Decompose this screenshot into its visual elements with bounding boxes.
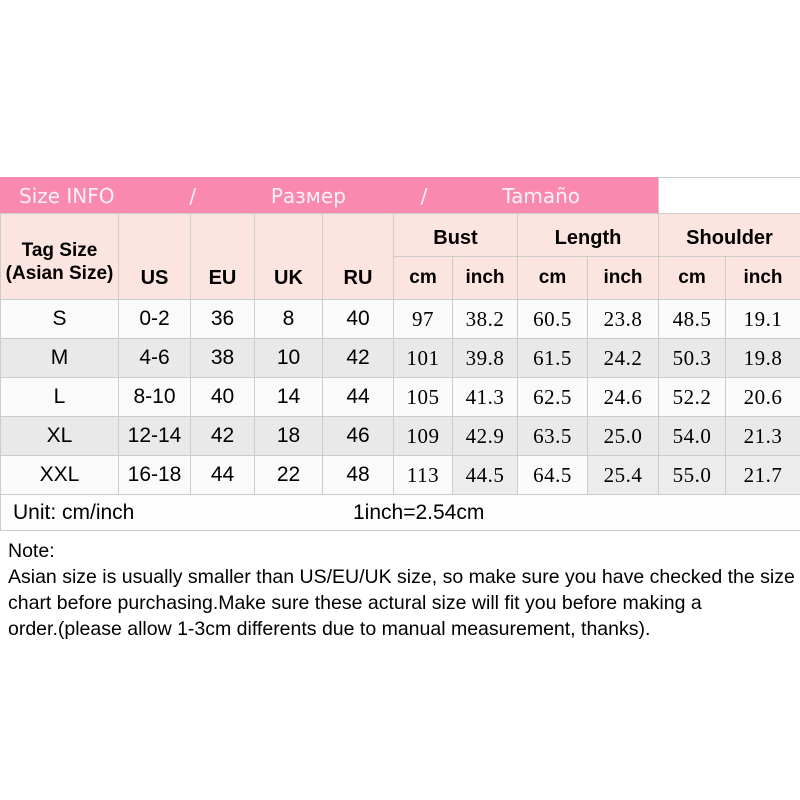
banner-text: Size INFO / Размер / Tamaño [2, 183, 658, 208]
data-cell: 0-2 [118, 299, 191, 339]
data-cell: 60.5 [517, 299, 588, 339]
row-label: L [0, 377, 119, 417]
banner-slash-2: / [420, 183, 428, 208]
table-row-xl: XL 12-14 42 18 46 109 42.9 63.5 25.0 54.… [0, 416, 800, 456]
banner-tamano: Tamaño [502, 183, 581, 208]
data-cell: 10 [254, 338, 323, 378]
unit-label: Unit: cm/inch [13, 501, 135, 524]
data-cell: 62.5 [517, 377, 588, 417]
length-cm-header: cm [517, 256, 588, 300]
data-cell: 42 [190, 416, 255, 456]
col-header-uk: UK [254, 213, 323, 300]
banner-empty-cell [658, 177, 800, 214]
banner-size-info: Size INFO [19, 183, 115, 208]
data-cell: 25.4 [586, 455, 660, 495]
data-cell: 40 [322, 299, 394, 339]
row-label: XXL [0, 455, 119, 495]
data-cell: 42.9 [452, 416, 518, 456]
data-cell: 101 [393, 338, 453, 378]
table-row-m: M 4-6 38 10 42 101 39.8 61.5 24.2 50.3 1… [0, 338, 800, 378]
data-cell: 16-18 [118, 455, 191, 495]
data-cell: 12-14 [118, 416, 191, 456]
data-cell: 44 [322, 377, 394, 417]
data-cell: 18 [254, 416, 323, 456]
data-cell: 44.5 [452, 455, 518, 495]
data-cell: 55.0 [658, 455, 727, 495]
group-header-bust: Bust [393, 213, 518, 257]
shoulder-inch-header: inch [725, 256, 800, 300]
note-title: Note: [8, 540, 55, 562]
note-block: Note: Asian size is usually smaller than… [8, 538, 800, 642]
tag-size-header: Tag Size (Asian Size) [0, 213, 119, 300]
bust-cm-header: cm [393, 256, 453, 300]
data-cell: 97 [393, 299, 453, 339]
banner-razmer: Размер [270, 183, 346, 208]
data-cell: 63.5 [517, 416, 588, 456]
data-cell: 23.8 [586, 299, 660, 339]
row-label: XL [0, 416, 119, 456]
header-group-row: Tag Size (Asian Size) US EU UK RU Bust L… [0, 213, 800, 300]
data-cell: 38.2 [452, 299, 518, 339]
note-line-1: Asian size is usually smaller than US/EU… [8, 566, 795, 588]
data-cell: 50.3 [658, 338, 727, 378]
data-cell: 61.5 [517, 338, 588, 378]
data-cell: 19.1 [725, 299, 800, 339]
group-header-length: Length [516, 213, 660, 257]
data-cell: 48.5 [658, 299, 727, 339]
banner-slash-1: / [189, 183, 197, 208]
data-cell: 4-6 [118, 338, 191, 378]
unit-row: Unit: cm/inch 1inch=2.54cm [0, 494, 800, 531]
data-cell: 8 [254, 299, 323, 339]
row-label: S [0, 299, 119, 339]
data-cell: 64.5 [517, 455, 588, 495]
data-cell: 22 [254, 455, 323, 495]
data-cell: 24.6 [586, 377, 660, 417]
data-cell: 14 [254, 377, 323, 417]
data-cell: 36 [190, 299, 255, 339]
data-cell: 21.7 [725, 455, 800, 495]
size-info-banner: Size INFO / Размер / Tamaño [0, 177, 660, 214]
row-label: M [0, 338, 119, 378]
bust-inch-header: inch [452, 256, 518, 300]
data-cell: 42 [322, 338, 394, 378]
size-table: Size INFO / Размер / Tamaño Tag Size (As… [0, 177, 800, 531]
tag-size-line2: (Asian Size) [5, 262, 114, 284]
header-sub-row: cm inch cm inch cm inch [1, 256, 800, 300]
length-inch-header: inch [586, 256, 660, 300]
data-cell: 113 [393, 455, 453, 495]
banner-row: Size INFO / Размер / Tamaño [0, 177, 800, 214]
col-header-us: US [118, 213, 191, 300]
col-header-eu: EU [190, 213, 255, 300]
shoulder-cm-header: cm [658, 256, 727, 300]
data-cell: 54.0 [658, 416, 727, 456]
data-cell: 25.0 [586, 416, 660, 456]
data-cell: 24.2 [586, 338, 660, 378]
data-cell: 109 [393, 416, 453, 456]
unit-cell: Unit: cm/inch 1inch=2.54cm [0, 494, 800, 531]
data-cell: 21.3 [725, 416, 800, 456]
data-cell: 8-10 [118, 377, 191, 417]
data-cell: 38 [190, 338, 255, 378]
data-cell: 52.2 [658, 377, 727, 417]
col-header-ru: RU [322, 213, 394, 300]
data-cell: 105 [393, 377, 453, 417]
table-row-xxl: XXL 16-18 44 22 48 113 44.5 64.5 25.4 55… [0, 455, 800, 495]
data-cell: 39.8 [452, 338, 518, 378]
data-cell: 46 [322, 416, 394, 456]
conversion-label: 1inch=2.54cm [353, 501, 485, 524]
data-cell: 48 [322, 455, 394, 495]
data-cell: 41.3 [452, 377, 518, 417]
data-cell: 20.6 [725, 377, 800, 417]
tag-size-line1: Tag Size [21, 239, 98, 261]
data-cell: 40 [190, 377, 255, 417]
data-cell: 19.8 [725, 338, 800, 378]
data-cell: 44 [190, 455, 255, 495]
note-line-2: chart before purchasing.Make sure these … [8, 592, 702, 614]
note-line-3: order.(please allow 1-3cm differents due… [8, 618, 651, 640]
group-header-shoulder: Shoulder [658, 213, 800, 257]
table-row-s: S 0-2 36 8 40 97 38.2 60.5 23.8 48.5 19.… [0, 299, 800, 339]
table-row-l: L 8-10 40 14 44 105 41.3 62.5 24.6 52.2 … [0, 377, 800, 417]
